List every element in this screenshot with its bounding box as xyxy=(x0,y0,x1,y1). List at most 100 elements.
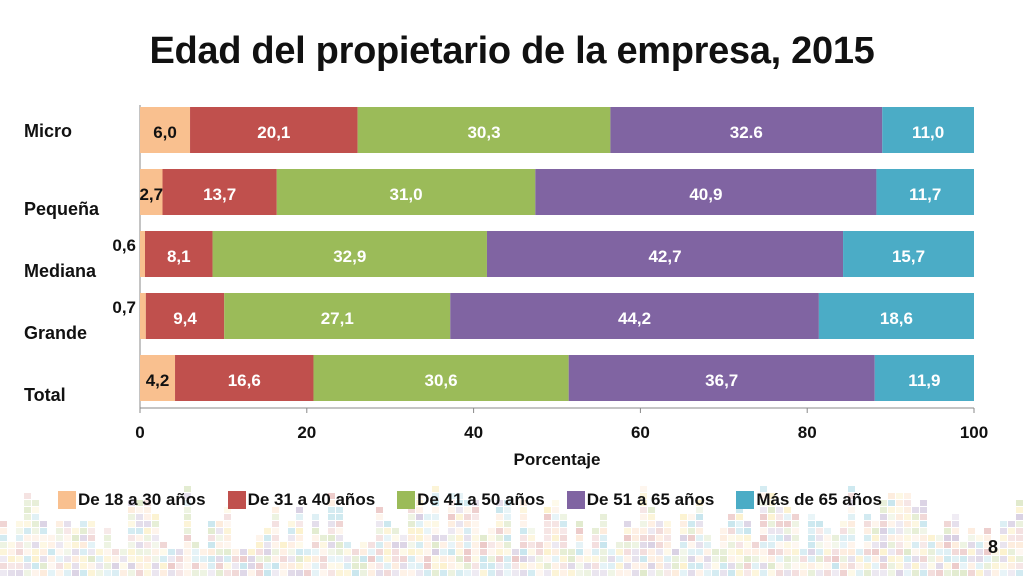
decorative-square xyxy=(272,542,279,548)
decorative-square xyxy=(536,556,543,562)
decorative-square xyxy=(664,570,671,576)
decorative-square xyxy=(704,570,711,576)
decorative-square xyxy=(704,542,711,548)
decorative-square xyxy=(520,514,527,520)
decorative-square xyxy=(792,570,799,576)
decorative-square xyxy=(64,549,71,555)
data-label: 0,7 xyxy=(112,298,136,317)
decorative-square xyxy=(48,556,55,562)
decorative-square xyxy=(952,521,959,527)
decorative-square xyxy=(104,570,111,576)
decorative-square xyxy=(440,542,447,548)
decorative-square xyxy=(952,535,959,541)
decorative-square xyxy=(208,570,215,576)
decorative-square xyxy=(1000,549,1007,555)
decorative-square xyxy=(656,563,663,569)
decorative-square xyxy=(72,528,79,534)
decorative-square xyxy=(40,556,47,562)
data-label: 15,7 xyxy=(892,247,925,266)
decorative-square xyxy=(400,542,407,548)
stacked-bar-chart: 0 20 40 60 80 100 Porcentaje Micro 6,0 20,1 30,3 32… xyxy=(24,105,988,469)
decorative-square xyxy=(376,507,383,513)
legend-label: De 31 a 40 años xyxy=(247,490,376,509)
decorative-square xyxy=(952,514,959,520)
data-label: 32,9 xyxy=(333,247,366,266)
decorative-square xyxy=(312,528,319,534)
decorative-square xyxy=(680,556,687,562)
decorative-square xyxy=(952,570,959,576)
decorative-square xyxy=(288,549,295,555)
decorative-square xyxy=(864,514,871,520)
decorative-square xyxy=(808,514,815,520)
data-label: 36,7 xyxy=(705,371,738,390)
decorative-square xyxy=(816,563,823,569)
decorative-square xyxy=(784,514,791,520)
decorative-square xyxy=(96,563,103,569)
decorative-square xyxy=(216,556,223,562)
decorative-square xyxy=(592,556,599,562)
decorative-square xyxy=(616,556,623,562)
decorative-square xyxy=(88,521,95,527)
decorative-square xyxy=(920,549,927,555)
decorative-square xyxy=(520,549,527,555)
decorative-square xyxy=(968,570,975,576)
decorative-square xyxy=(432,500,439,506)
decorative-square xyxy=(336,542,343,548)
decorative-square xyxy=(280,570,287,576)
decorative-square xyxy=(496,514,503,520)
decorative-square xyxy=(920,542,927,548)
decorative-square xyxy=(312,514,319,520)
decorative-square xyxy=(688,570,695,576)
decorative-square xyxy=(576,528,583,534)
decorative-square xyxy=(1016,542,1023,548)
decorative-square xyxy=(456,563,463,569)
decorative-square xyxy=(64,528,71,534)
decorative-square xyxy=(80,521,87,527)
decorative-square xyxy=(920,563,927,569)
decorative-square xyxy=(88,528,95,534)
decorative-square xyxy=(136,535,143,541)
decorative-square xyxy=(424,549,431,555)
decorative-square xyxy=(456,500,463,506)
decorative-square xyxy=(184,563,191,569)
decorative-square xyxy=(72,535,79,541)
decorative-square xyxy=(208,549,215,555)
decorative-square xyxy=(744,563,751,569)
decorative-square xyxy=(384,535,391,541)
decorative-square xyxy=(376,563,383,569)
decorative-square xyxy=(424,542,431,548)
decorative-square xyxy=(128,563,135,569)
decorative-square xyxy=(760,500,767,506)
decorative-square xyxy=(32,563,39,569)
decorative-square xyxy=(96,549,103,555)
decorative-square xyxy=(256,549,263,555)
decorative-square xyxy=(56,535,63,541)
decorative-square xyxy=(16,549,23,555)
decorative-square xyxy=(120,549,127,555)
decorative-square xyxy=(336,521,343,527)
legend-item: De 31 a 40 años xyxy=(227,490,376,510)
decorative-square xyxy=(504,528,511,534)
decorative-square xyxy=(416,493,423,499)
decorative-square xyxy=(280,549,287,555)
decorative-square xyxy=(504,549,511,555)
decorative-square xyxy=(552,542,559,548)
decorative-square xyxy=(304,549,311,555)
decorative-square xyxy=(896,535,903,541)
legend-label: De 18 a 30 años xyxy=(78,490,206,509)
decorative-square xyxy=(272,535,279,541)
decorative-square xyxy=(48,549,55,555)
decorative-square xyxy=(872,535,879,541)
decorative-square xyxy=(480,563,487,569)
decorative-square xyxy=(144,521,151,527)
decorative-square xyxy=(728,535,735,541)
decorative-square xyxy=(488,542,495,548)
decorative-square xyxy=(56,570,63,576)
decorative-square xyxy=(288,521,295,527)
decorative-square xyxy=(456,535,463,541)
decorative-square xyxy=(680,528,687,534)
decorative-square xyxy=(600,570,607,576)
x-tick-label: 100 xyxy=(960,423,988,442)
decorative-square xyxy=(64,570,71,576)
decorative-square xyxy=(720,549,727,555)
